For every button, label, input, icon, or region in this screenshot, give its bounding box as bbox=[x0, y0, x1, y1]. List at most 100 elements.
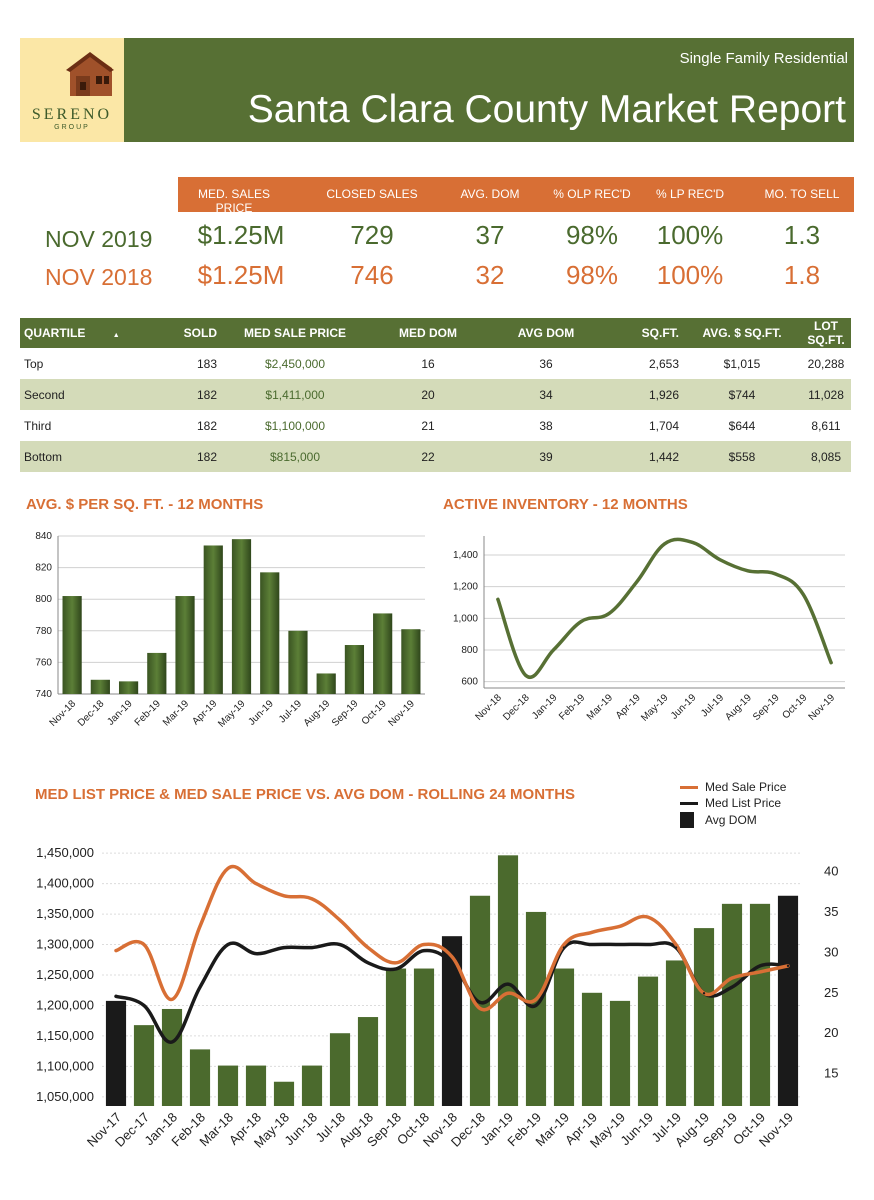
column-header-quartile[interactable]: QUARTILE ▲ bbox=[20, 318, 158, 348]
summary-value: 98% bbox=[565, 260, 619, 290]
list-point-Jul-18 bbox=[338, 943, 342, 946]
y-tick-label: 600 bbox=[461, 677, 478, 688]
dom-bar-Nov-19 bbox=[777, 895, 799, 1106]
sale-point-Sep-18 bbox=[394, 961, 398, 965]
table-cell: $2,450,000 bbox=[264, 356, 326, 371]
table-cell: 1,704 bbox=[648, 418, 679, 433]
summary-value: 746 bbox=[350, 260, 394, 290]
sale-point-Dec-18 bbox=[478, 1007, 482, 1010]
chart-title-active-inventory: ACTIVE INVENTORY - 12 MONTHS bbox=[443, 496, 688, 513]
column-header-med-sale-price[interactable]: MED SALE PRICE bbox=[221, 318, 369, 348]
point-Sep-19 bbox=[774, 572, 778, 576]
table-cell: 21 bbox=[421, 418, 435, 433]
column-header-avg-price-sqft[interactable]: AVG. $ SQ.FT. bbox=[683, 318, 801, 348]
list-point-Jan-18 bbox=[170, 1040, 174, 1044]
legend-swatch-med-list-price bbox=[680, 802, 698, 805]
table-cell: Bottom bbox=[20, 441, 158, 472]
sale-point-Nov-17 bbox=[114, 949, 118, 952]
point-Nov-19 bbox=[829, 661, 833, 665]
point-Feb-19 bbox=[579, 620, 583, 623]
table-cell: 36 bbox=[539, 356, 553, 371]
dom-bar-Sep-19 bbox=[721, 903, 743, 1106]
x-tick-label: Dec-18 bbox=[501, 692, 532, 723]
list-point-Oct-19 bbox=[758, 964, 762, 968]
table-cell: 182 bbox=[158, 441, 221, 472]
sale-point-Jun-18 bbox=[310, 897, 314, 901]
house-logo-icon bbox=[66, 52, 114, 96]
x-tick-label: Feb-19 bbox=[557, 692, 587, 722]
point-May-19 bbox=[663, 542, 666, 546]
x-tick-label: Jan-19 bbox=[105, 698, 135, 728]
dom-bar-Feb-18 bbox=[189, 1049, 211, 1106]
x-tick-label: Jan-19 bbox=[530, 692, 560, 722]
bar-Oct-19 bbox=[373, 613, 393, 694]
y-left-tick-label: 1,300,000 bbox=[36, 937, 94, 952]
summary-value: $1.25M bbox=[197, 220, 285, 250]
table-cell: 34 bbox=[487, 379, 605, 410]
list-point-Aug-19 bbox=[702, 992, 706, 995]
list-point-Nov-19 bbox=[786, 964, 790, 968]
table-cell: $744 bbox=[683, 379, 801, 410]
dom-bar-Feb-19 bbox=[525, 911, 547, 1106]
header-banner bbox=[20, 38, 854, 142]
column-header-lot-sqft[interactable]: LOT SQ.FT. bbox=[801, 318, 851, 348]
y-right-tick-label: 35 bbox=[824, 904, 838, 919]
point-Nov-18 bbox=[496, 597, 500, 601]
summary-value: 1.8 bbox=[783, 260, 821, 290]
table-cell: Top bbox=[24, 356, 44, 371]
x-tick-label: Aug-19 bbox=[723, 692, 754, 723]
list-point-Nov-18 bbox=[450, 961, 454, 965]
column-header-sold[interactable]: SOLD bbox=[158, 318, 221, 348]
point-Aug-19 bbox=[746, 569, 750, 573]
table-row: Third 182 $1,100,000 21 38 1,704 $644 8,… bbox=[20, 410, 851, 441]
list-point-May-18 bbox=[282, 946, 286, 949]
sale-point-Oct-18 bbox=[422, 943, 426, 946]
x-tick-label: Nov-18 bbox=[48, 698, 79, 729]
x-tick-label: Nov-19 bbox=[386, 698, 417, 729]
legend-swatch-med-sale-price bbox=[680, 786, 698, 789]
summary-value: 100% bbox=[656, 220, 724, 250]
list-point-Jan-19 bbox=[506, 982, 510, 986]
y-right-tick-label: 30 bbox=[824, 944, 838, 959]
list-point-May-19 bbox=[618, 943, 622, 946]
dom-bar-Jan-18 bbox=[161, 1008, 183, 1106]
point-Apr-19 bbox=[635, 580, 639, 584]
sale-point-Dec-17 bbox=[142, 943, 146, 946]
list-point-Mar-19 bbox=[562, 946, 566, 949]
sale-point-Feb-19 bbox=[534, 998, 538, 1001]
bar-Jan-19 bbox=[118, 681, 139, 694]
column-header-avg-dom[interactable]: AVG DOM bbox=[487, 318, 605, 348]
column-header-sqft[interactable]: SQ.FT. bbox=[605, 318, 683, 348]
list-point-Jul-19 bbox=[674, 946, 678, 949]
y-left-tick-label: 1,250,000 bbox=[36, 967, 94, 982]
table-row: Bottom 182 $815,000 22 39 1,442 $558 8,0… bbox=[20, 441, 851, 472]
sort-asc-icon[interactable]: ▲ bbox=[112, 332, 120, 339]
list-point-Oct-18 bbox=[422, 949, 426, 952]
list-point-Dec-17 bbox=[142, 1004, 146, 1007]
table-cell: Second bbox=[20, 379, 158, 410]
x-tick-label: Nov-19 bbox=[807, 692, 838, 723]
table-cell: 22 bbox=[369, 441, 487, 472]
table-cell: 8,611 bbox=[811, 418, 841, 433]
bar-Dec-18 bbox=[90, 679, 110, 694]
list-point-Aug-18 bbox=[366, 961, 370, 965]
table-cell: 20 bbox=[369, 379, 487, 410]
logo-subword: GROUP bbox=[54, 124, 90, 131]
column-header-med-dom[interactable]: MED DOM bbox=[369, 318, 487, 348]
sale-point-Oct-19 bbox=[758, 970, 762, 974]
table-cell: 182 bbox=[158, 379, 221, 410]
table-cell: 1,926 bbox=[605, 379, 683, 410]
summary-row-label-2018: NOV 2018 bbox=[45, 264, 152, 291]
list-point-Jun-19 bbox=[646, 943, 650, 946]
list-point-Sep-18 bbox=[394, 967, 398, 971]
quartile-table: QUARTILE ▲ SOLD MED SALE PRICE MED DOM A… bbox=[20, 318, 851, 472]
dom-bar-Jun-19 bbox=[637, 976, 659, 1106]
y-left-tick-label: 1,100,000 bbox=[36, 1058, 94, 1073]
table-cell: $1,100,000 bbox=[264, 418, 326, 433]
table-cell: $644 bbox=[728, 418, 756, 433]
legend-label-avg-dom: Avg DOM bbox=[705, 813, 757, 827]
logo-box bbox=[20, 38, 124, 142]
table-cell: $815,000 bbox=[221, 441, 369, 472]
sale-point-Aug-18 bbox=[366, 946, 370, 949]
dom-bar-Oct-19 bbox=[749, 903, 771, 1106]
